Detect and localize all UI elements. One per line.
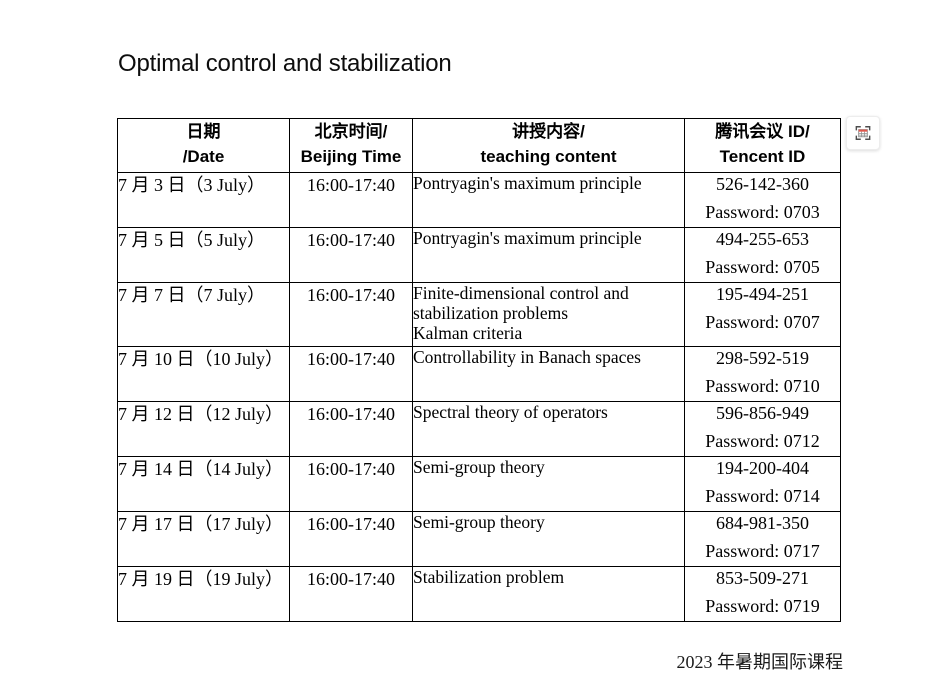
header-time-line2: Beijing Time bbox=[300, 147, 402, 166]
content-cell: Controllability in Banach spaces bbox=[412, 346, 685, 402]
table-row: 7 月 12 日（12 July） 16:00-17:40 Spectral t… bbox=[117, 401, 841, 457]
meeting-id-cell: 596-856-949 Password: 0712 bbox=[684, 401, 841, 457]
meeting-id-cell: 494-255-653 Password: 0705 bbox=[684, 227, 841, 283]
header-teaching-content: 讲授内容/ teaching content bbox=[412, 118, 685, 173]
header-id-line1: 腾讯会议 ID/ bbox=[715, 122, 810, 141]
date-cell: 7 月 7 日（7 July） bbox=[117, 282, 290, 347]
date-cell: 7 月 3 日（3 July） bbox=[117, 172, 290, 228]
meeting-id-cell: 194-200-404 Password: 0714 bbox=[684, 456, 841, 512]
page-title: Optimal control and stabilization bbox=[118, 50, 452, 77]
header-content-line1: 讲授内容/ bbox=[512, 122, 585, 141]
meeting-id-cell: 298-592-519 Password: 0710 bbox=[684, 346, 841, 402]
footer-caption: 2023 年暑期国际课程 bbox=[676, 652, 844, 672]
table-glyph-header bbox=[858, 129, 868, 132]
meeting-password: Password: 0719 bbox=[705, 596, 820, 616]
meeting-password: Password: 0707 bbox=[705, 312, 820, 332]
meeting-id-cell: 526-142-360 Password: 0703 bbox=[684, 172, 841, 228]
time-cell: 16:00-17:40 bbox=[289, 401, 413, 457]
capture-brackets-shape bbox=[855, 126, 871, 140]
table-row: 7 月 5 日（5 July） 16:00-17:40 Pontryagin's… bbox=[117, 227, 841, 283]
content-cell: Semi-group theory bbox=[412, 456, 685, 512]
meeting-id-cell: 853-509-271 Password: 0719 bbox=[684, 566, 841, 622]
table-row: 7 月 7 日（7 July） 16:00-17:40 Finite-dimen… bbox=[117, 282, 841, 347]
content-cell: Spectral theory of operators bbox=[412, 401, 685, 457]
date-cell: 7 月 19 日（19 July） bbox=[117, 566, 290, 622]
date-cell: 7 月 10 日（10 July） bbox=[117, 346, 290, 402]
header-tencent-id: 腾讯会议 ID/ Tencent ID bbox=[684, 118, 841, 173]
meeting-id: 853-509-271 bbox=[716, 568, 809, 588]
meeting-id: 195-494-251 bbox=[716, 284, 809, 304]
table-row: 7 月 3 日（3 July） 16:00-17:40 Pontryagin's… bbox=[117, 172, 841, 228]
table-row: 7 月 19 日（19 July） 16:00-17:40 Stabilizat… bbox=[117, 566, 841, 622]
table-row: 7 月 17 日（17 July） 16:00-17:40 Semi-group… bbox=[117, 511, 841, 567]
header-row: 日期 /Date 北京时间/ Beijing Time 讲授内容/ teachi… bbox=[117, 118, 841, 173]
schedule-table-header: 日期 /Date 北京时间/ Beijing Time 讲授内容/ teachi… bbox=[117, 118, 841, 173]
table-capture-icon bbox=[855, 126, 871, 140]
content-cell: Pontryagin's maximum principle bbox=[412, 172, 685, 228]
table-capture-button[interactable] bbox=[846, 116, 880, 150]
header-beijing-time: 北京时间/ Beijing Time bbox=[289, 118, 413, 173]
header-date-line2: /Date bbox=[182, 147, 225, 166]
meeting-id: 194-200-404 bbox=[716, 458, 809, 478]
content-cell: Stabilization problem bbox=[412, 566, 685, 622]
schedule-table-body: 7 月 3 日（3 July） 16:00-17:40 Pontryagin's… bbox=[117, 172, 841, 622]
header-time-line1: 北京时间/ bbox=[314, 122, 388, 141]
date-cell: 7 月 12 日（12 July） bbox=[117, 401, 290, 457]
content-cell: Finite-dimensional control and stabiliza… bbox=[412, 282, 685, 347]
date-cell: 7 月 5 日（5 July） bbox=[117, 227, 290, 283]
date-cell: 7 月 14 日（14 July） bbox=[117, 456, 290, 512]
time-cell: 16:00-17:40 bbox=[289, 566, 413, 622]
table-glyph-grid bbox=[858, 131, 868, 137]
time-cell: 16:00-17:40 bbox=[289, 456, 413, 512]
time-cell: 16:00-17:40 bbox=[289, 227, 413, 283]
content-cell: Semi-group theory bbox=[412, 511, 685, 567]
schedule-table: 日期 /Date 北京时间/ Beijing Time 讲授内容/ teachi… bbox=[117, 118, 841, 622]
time-cell: 16:00-17:40 bbox=[289, 346, 413, 402]
meeting-id: 684-981-350 bbox=[716, 513, 809, 533]
time-cell: 16:00-17:40 bbox=[289, 511, 413, 567]
meeting-password: Password: 0714 bbox=[705, 486, 820, 506]
content-cell: Pontryagin's maximum principle bbox=[412, 227, 685, 283]
meeting-id: 596-856-949 bbox=[716, 403, 809, 423]
header-content-line2: teaching content bbox=[480, 147, 617, 166]
table-row: 7 月 14 日（14 July） 16:00-17:40 Semi-group… bbox=[117, 456, 841, 512]
meeting-id: 298-592-519 bbox=[716, 348, 809, 368]
meeting-password: Password: 0705 bbox=[705, 257, 820, 277]
meeting-id-cell: 195-494-251 Password: 0707 bbox=[684, 282, 841, 347]
meeting-id: 494-255-653 bbox=[716, 229, 809, 249]
meeting-id-cell: 684-981-350 Password: 0717 bbox=[684, 511, 841, 567]
table-row: 7 月 10 日（10 July） 16:00-17:40 Controllab… bbox=[117, 346, 841, 402]
meeting-password: Password: 0712 bbox=[705, 431, 820, 451]
time-cell: 16:00-17:40 bbox=[289, 282, 413, 347]
date-cell: 7 月 17 日（17 July） bbox=[117, 511, 290, 567]
meeting-password: Password: 0710 bbox=[705, 376, 820, 396]
meeting-id: 526-142-360 bbox=[716, 174, 809, 194]
header-id-line2: Tencent ID bbox=[719, 147, 806, 166]
meeting-password: Password: 0717 bbox=[705, 541, 820, 561]
meeting-password: Password: 0703 bbox=[705, 202, 820, 222]
time-cell: 16:00-17:40 bbox=[289, 172, 413, 228]
header-date: 日期 /Date bbox=[117, 118, 290, 173]
header-date-line1: 日期 bbox=[186, 122, 221, 141]
